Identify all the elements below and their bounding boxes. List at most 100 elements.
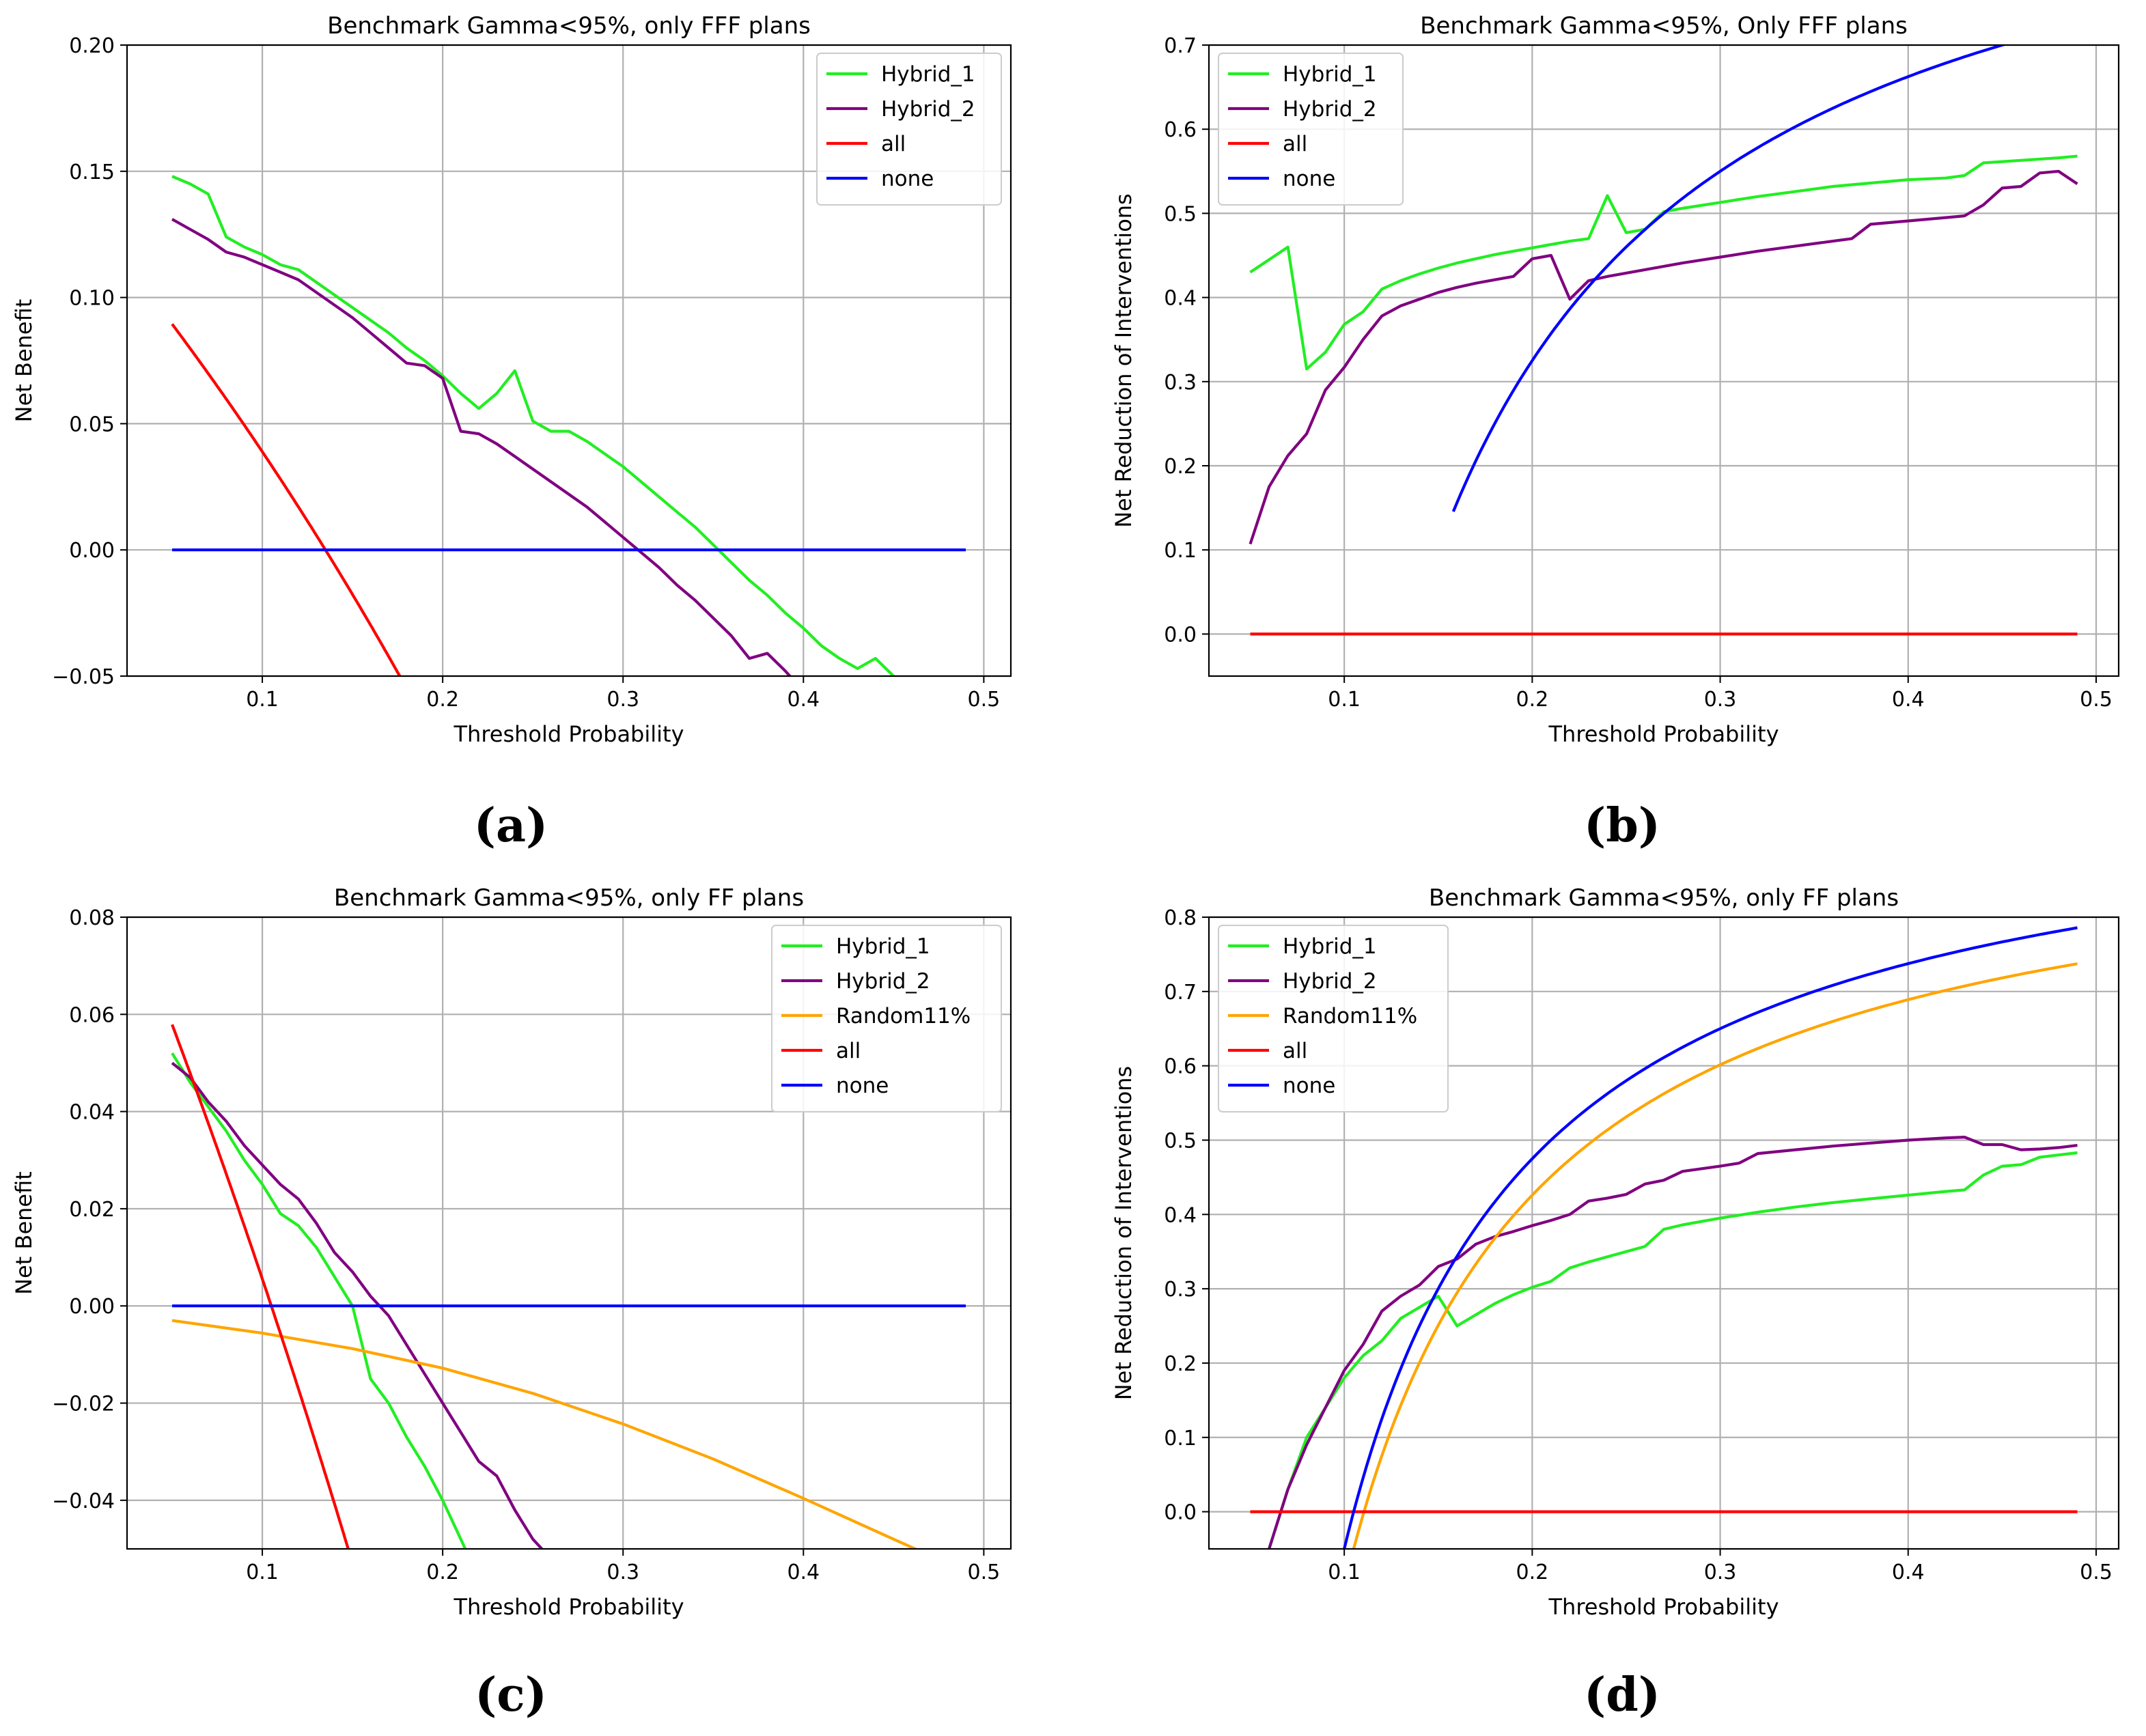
y-tick-label: 0.04 <box>69 1101 115 1125</box>
legend: Hybrid_1 Hybrid_2 Random11% all none <box>1218 925 1449 1112</box>
y-tick-label: 0.6 <box>1164 1055 1197 1079</box>
y-tick-label: −0.05 <box>52 665 115 689</box>
x-tick-label: 0.1 <box>1328 1560 1361 1584</box>
legend-entry: all <box>1283 1039 1307 1063</box>
x-tick-label: 0.2 <box>426 1560 459 1584</box>
legend-entry: Hybrid_2 <box>1283 969 1377 994</box>
x-tick-label: 0.1 <box>246 1560 279 1584</box>
series-line-none <box>1342 926 2078 1549</box>
y-tick-label: 0.05 <box>69 412 115 436</box>
legend: Hybrid_1 Hybrid_2 Random11% all none <box>771 925 1002 1112</box>
legend-entry: Hybrid_1 <box>1283 934 1377 959</box>
y-tick-label: 0.00 <box>69 1295 115 1319</box>
legend-entry: Hybrid_1 <box>836 934 930 959</box>
chart-title: Benchmark Gamma<95%, only FFF plans <box>327 12 811 40</box>
plot-frame <box>1208 916 2120 1550</box>
y-tick-label: −0.04 <box>52 1489 115 1513</box>
chart-panel-a: 0.1 0.2 0.3 0.4 0.5 −0.05 0.00 0.05 0.10 0.15 0.20… <box>11 12 1012 853</box>
series-line-hybrid-2 <box>171 1061 543 1549</box>
chart-title: Benchmark Gamma<95%, only FF plans <box>1429 884 1899 912</box>
x-tick-label: 0.2 <box>1516 1560 1548 1584</box>
legend-box <box>1218 53 1404 206</box>
series-line-hybrid-2 <box>1268 1136 2078 1549</box>
legend-entry: Hybrid_2 <box>881 97 975 122</box>
y-axis-label: Net Benefit <box>11 299 37 423</box>
y-tick-label: 0.6 <box>1164 118 1197 142</box>
y-tick-label: 0.5 <box>1164 202 1197 226</box>
y-tick-label: 0.3 <box>1164 1278 1197 1302</box>
x-tick-label: 0.1 <box>1328 688 1361 712</box>
series-line-random11- <box>171 1319 919 1549</box>
chart-title: Benchmark Gamma<95%, Only FFF plans <box>1420 12 1908 40</box>
x-tick-label: 0.4 <box>787 688 820 712</box>
y-axis-label: Net Benefit <box>11 1171 37 1295</box>
legend-box <box>816 53 1002 206</box>
y-tick-label: 0.15 <box>69 160 115 184</box>
y-tick-label: 0.0 <box>1164 623 1197 647</box>
plot-frame <box>1208 44 2120 677</box>
y-tick-label: 0.2 <box>1164 455 1197 479</box>
series-line-hybrid-1 <box>171 175 896 676</box>
y-tick-label: 0.3 <box>1164 371 1197 395</box>
chart-title: Benchmark Gamma<95%, only FF plans <box>334 884 804 912</box>
y-tick-label: 0.06 <box>69 1003 115 1027</box>
series-line-hybrid-1 <box>171 1052 467 1549</box>
legend-entry: Hybrid_2 <box>1283 97 1377 122</box>
series-line-hybrid-1 <box>1249 154 2078 371</box>
legend-entry: Hybrid_1 <box>881 62 975 87</box>
legend-entry: Random11% <box>1283 1004 1417 1028</box>
legend-box <box>771 925 1002 1112</box>
legend-entry: none <box>1283 1074 1335 1098</box>
y-tick-label: 0.08 <box>69 906 115 930</box>
y-tick-label: 0.7 <box>1164 34 1197 58</box>
chart-panel-b: 0.1 0.2 0.3 0.4 0.5 0.0 0.1 0.2 0.3 0.4 0.5 0.6 0.7 B… <box>1111 12 2120 853</box>
y-tick-label: 0.4 <box>1164 287 1197 311</box>
x-tick-label: 0.3 <box>1704 688 1737 712</box>
y-tick-label: 0.20 <box>69 34 115 58</box>
x-tick-label: 0.2 <box>1516 688 1548 712</box>
panel-label: (d) <box>1584 1668 1660 1722</box>
y-tick-label: 0.8 <box>1164 906 1197 930</box>
plot-frame <box>126 916 1012 1550</box>
x-axis-label: Threshold Probability <box>1548 1594 1779 1620</box>
legend-entry: all <box>836 1039 861 1063</box>
legend-entry: none <box>881 167 934 191</box>
x-axis-label: Threshold Probability <box>1548 721 1779 747</box>
x-tick-label: 0.4 <box>1892 688 1925 712</box>
legend-entry: all <box>881 132 906 156</box>
legend-entry: none <box>1283 167 1335 191</box>
y-axis-label: Net Reduction of Interventions <box>1111 1066 1137 1400</box>
legend-entry: Hybrid_1 <box>1283 62 1377 87</box>
series-line-none <box>1451 45 2007 512</box>
legend-entry: none <box>836 1074 889 1098</box>
series-line-all <box>171 1024 350 1549</box>
plot-frame <box>126 44 1012 677</box>
x-tick-label: 0.5 <box>2080 1560 2113 1584</box>
legend-box <box>1218 925 1449 1112</box>
x-tick-label: 0.4 <box>787 1560 820 1584</box>
x-tick-label: 0.5 <box>968 1560 1001 1584</box>
x-tick-label: 0.1 <box>246 688 279 712</box>
y-tick-label: 0.5 <box>1164 1129 1197 1153</box>
y-tick-label: 0.2 <box>1164 1352 1197 1376</box>
chart-panel-d: 0.1 0.2 0.3 0.4 0.5 0.0 0.1 0.2 0.3 0.4 0.5 0.6 0.7 0… <box>1111 884 2120 1722</box>
legend-entry: Random11% <box>836 1004 971 1028</box>
y-tick-label: 0.02 <box>69 1198 115 1222</box>
series-line-hybrid-2 <box>1249 169 2078 545</box>
panel-label: (c) <box>475 1668 547 1722</box>
y-axis-label: Net Reduction of Interventions <box>1111 193 1137 527</box>
x-tick-label: 0.5 <box>2080 688 2113 712</box>
x-axis-label: Threshold Probability <box>453 721 684 747</box>
y-tick-label: 0.0 <box>1164 1501 1197 1525</box>
y-tick-label: −0.02 <box>52 1392 115 1416</box>
y-tick-label: 0.4 <box>1164 1203 1197 1227</box>
x-tick-label: 0.3 <box>607 1560 639 1584</box>
x-axis-label: Threshold Probability <box>453 1594 684 1620</box>
x-tick-label: 0.3 <box>607 688 639 712</box>
y-tick-label: 0.10 <box>69 287 115 311</box>
series-line-hybrid-2 <box>171 218 792 676</box>
y-tick-label: 0.7 <box>1164 981 1197 1005</box>
